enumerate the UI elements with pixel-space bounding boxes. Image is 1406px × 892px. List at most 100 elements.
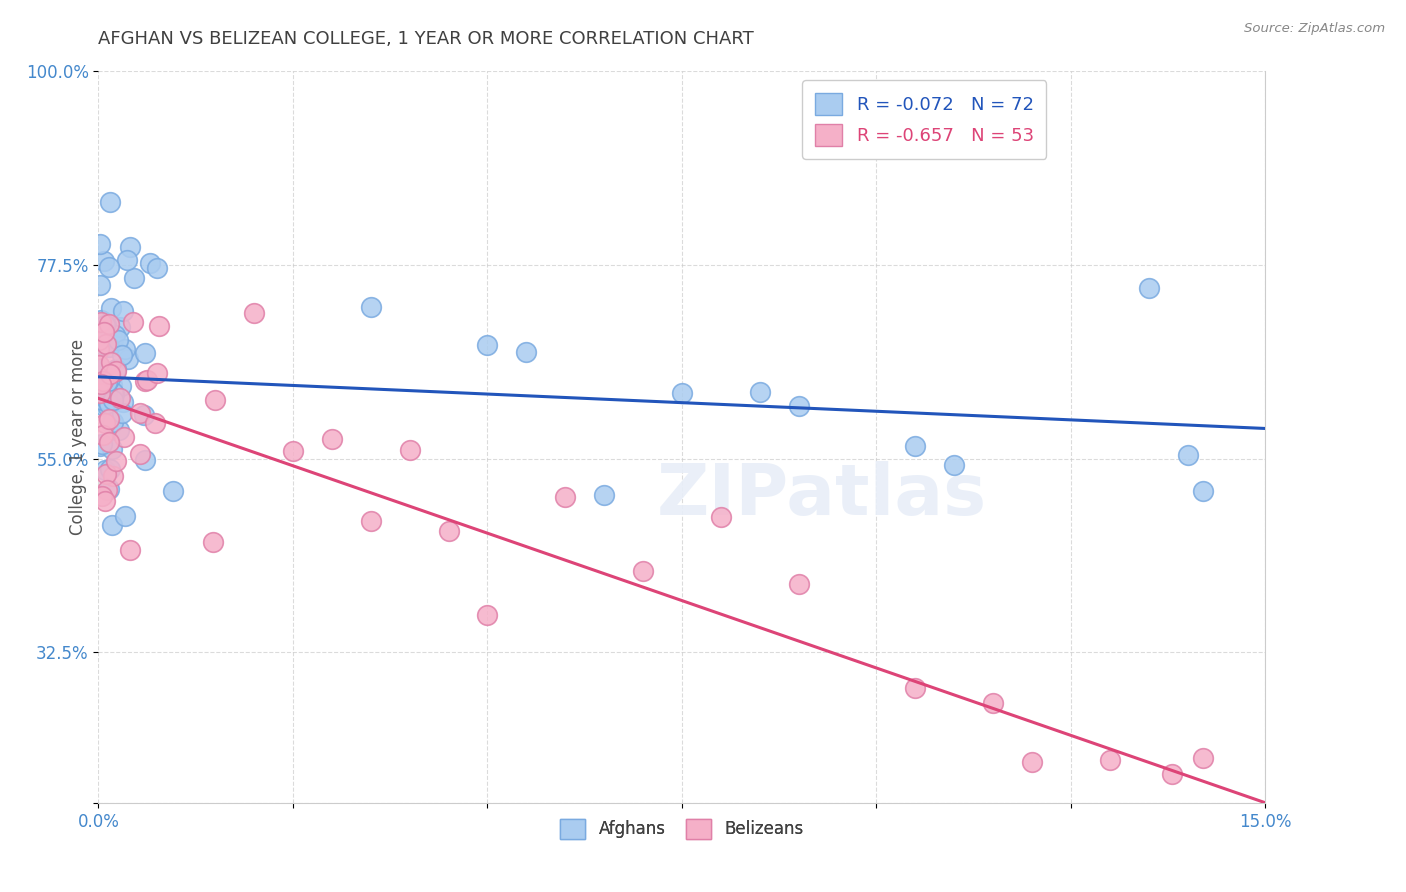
Point [117,351,139,366]
Point [201,535,224,549]
Point [1098,752,1121,766]
Point [100,195,122,210]
Point [1192,484,1215,499]
Point [89,362,111,376]
Text: AFGHAN VS BELIZEAN COLLEGE, 1 YEAR OR MORE CORRELATION CHART: AFGHAN VS BELIZEAN COLLEGE, 1 YEAR OR MO… [98,29,754,47]
Point [110,391,132,405]
Point [135,373,157,387]
Point [477,607,499,622]
Legend: Afghans, Belizeans: Afghans, Belizeans [554,812,810,846]
Point [515,345,537,359]
Point [91,437,114,451]
Point [398,443,420,458]
Point [89,333,111,347]
Point [89,277,111,292]
Point [593,488,616,502]
Point [98,482,121,496]
Point [1192,751,1215,765]
Point [134,374,156,388]
Point [1137,281,1160,295]
Point [281,444,304,458]
Point [321,432,343,446]
Point [981,696,1004,710]
Point [118,543,141,558]
Point [162,484,184,499]
Point [114,508,136,523]
Point [360,300,382,314]
Point [101,469,124,483]
Point [94,462,117,476]
Point [710,510,733,524]
Point [97,318,120,332]
Point [122,315,145,329]
Point [90,315,112,329]
Point [108,320,131,334]
Point [128,405,150,419]
Point [100,442,122,456]
Point [94,467,117,481]
Point [93,325,115,339]
Point [134,453,156,467]
Point [93,494,115,508]
Point [105,362,128,376]
Point [107,333,129,347]
Point [97,400,120,414]
Point [148,319,170,334]
Point [98,371,121,385]
Point [96,385,118,400]
Point [1161,767,1184,781]
Point [671,385,693,400]
Point [145,260,167,275]
Point [1177,448,1199,462]
Point [93,374,115,388]
Point [437,524,460,538]
Point [139,256,162,270]
Point [98,367,121,381]
Point [89,358,111,372]
Point [91,489,114,503]
Point [114,342,136,356]
Point [91,393,114,408]
Point [89,343,111,357]
Text: ZIPatlas: ZIPatlas [657,461,987,530]
Point [89,392,111,406]
Point [98,381,121,395]
Point [134,346,156,360]
Point [243,306,266,320]
Point [94,417,117,431]
Point [91,428,114,442]
Point [128,447,150,461]
Point [96,376,118,390]
Point [104,454,127,468]
Point [98,412,121,426]
Point [134,409,156,423]
Point [97,435,120,450]
Point [98,340,121,354]
Y-axis label: College, 1 year or more: College, 1 year or more [69,339,87,535]
Point [105,364,128,378]
Point [101,415,124,429]
Point [93,253,115,268]
Point [904,681,927,695]
Point [96,483,118,497]
Point [98,462,121,476]
Point [108,423,131,437]
Point [111,406,134,420]
Point [112,395,135,409]
Point [91,338,114,352]
Point [89,236,111,251]
Point [104,328,127,343]
Point [787,576,810,591]
Point [90,313,112,327]
Point [904,439,927,453]
Point [110,378,132,392]
Point [103,387,125,401]
Point [101,377,124,392]
Point [94,336,117,351]
Point [631,564,654,578]
Point [96,375,118,389]
Point [114,430,136,444]
Point [89,439,111,453]
Point [110,348,132,362]
Point [89,386,111,401]
